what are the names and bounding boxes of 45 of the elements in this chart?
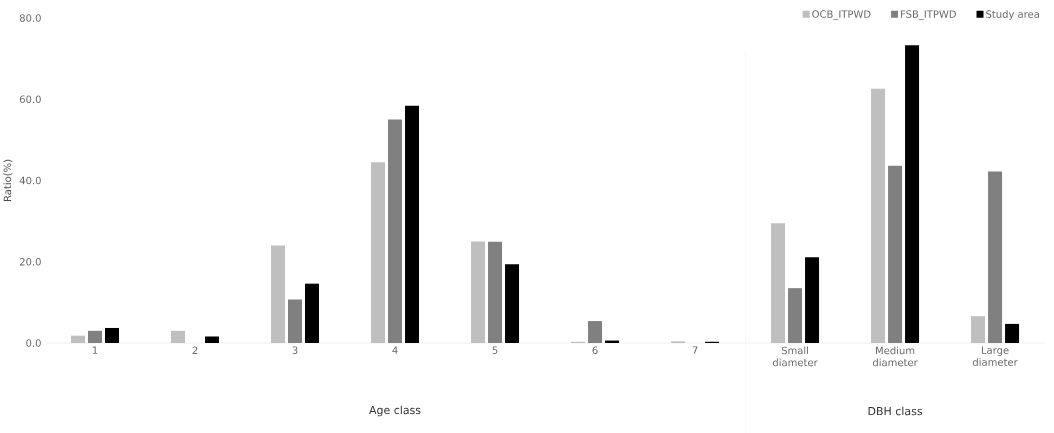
x-tick-label: Medium diameter	[872, 346, 918, 367]
y-tick-label: 80.0	[19, 14, 41, 22]
bar	[788, 288, 803, 343]
bar	[588, 321, 603, 343]
bar	[1005, 323, 1020, 343]
bar	[805, 257, 820, 343]
bar	[871, 88, 886, 343]
y-tick-label: 60.0	[19, 95, 41, 104]
bar	[371, 162, 386, 343]
bar	[505, 264, 520, 343]
bar	[471, 241, 486, 343]
bar	[988, 171, 1003, 343]
bar	[905, 45, 920, 343]
x-tick-label: 3	[292, 346, 298, 355]
text: Age class	[369, 405, 421, 417]
bar	[405, 105, 420, 343]
x-tick-label: 5	[492, 346, 498, 354]
text: DBH class	[868, 406, 923, 416]
x-tick-label: Large diameter	[972, 346, 1018, 366]
y-tick-label: 0.0	[26, 339, 41, 347]
y-tick-label: 40.0	[19, 176, 41, 185]
bar	[88, 330, 103, 343]
x-tick-label: Small diameter	[772, 346, 818, 367]
bar	[205, 336, 220, 343]
bar	[71, 335, 86, 343]
bar	[288, 299, 303, 343]
bar	[888, 165, 903, 343]
bar	[488, 241, 503, 343]
y-tick-label: 20.0	[19, 257, 41, 266]
bar	[171, 330, 186, 343]
legend-label: FSB_ITPWD	[901, 10, 956, 21]
bar	[388, 119, 403, 343]
bar	[771, 223, 786, 343]
x-tick-label: 7	[692, 346, 698, 354]
legend-label: OCB_ITPWD	[812, 10, 871, 21]
legend-label: Study area	[986, 10, 1039, 20]
y-axis-title: Ratio(%)	[3, 159, 13, 201]
bar	[971, 316, 986, 343]
bar	[271, 245, 286, 343]
bar	[305, 283, 320, 343]
bar	[105, 327, 120, 343]
x-tick-label: 4	[392, 346, 398, 354]
x-tick-label: 6	[592, 346, 598, 355]
x-tick-label: 2	[192, 346, 198, 354]
x-tick-label: 1	[92, 346, 98, 354]
